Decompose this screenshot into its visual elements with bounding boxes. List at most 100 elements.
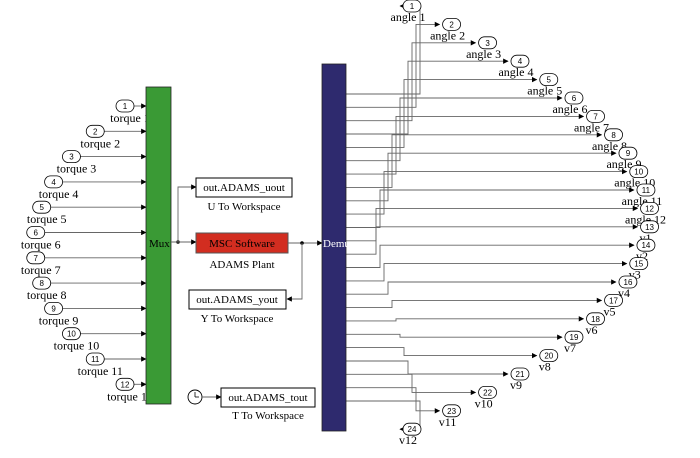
outport-15-number: 15 (634, 260, 643, 269)
output-label: v11 (439, 415, 457, 429)
torque-label: torque 9 (39, 313, 79, 327)
inport-10-number: 10 (67, 330, 76, 339)
outport-11[interactable]: 11 (636, 183, 656, 197)
output-label: angle 3 (466, 47, 501, 61)
output-label: angle 8 (592, 139, 627, 153)
torque-label: torque 10 (54, 339, 100, 353)
inport-3-number: 3 (69, 153, 74, 162)
inport-9-number: 9 (51, 304, 56, 313)
inport-10[interactable]: 10 (62, 327, 81, 341)
u-workspace-caption: U To Workspace (207, 201, 280, 213)
torque-label: torque 6 (21, 238, 61, 252)
outport-10[interactable]: 10 (629, 165, 649, 179)
inport-6-number: 6 (34, 229, 39, 238)
u-workspace-block[interactable] (195, 177, 293, 198)
inport-3[interactable]: 3 (62, 150, 81, 164)
outport-22-number: 22 (483, 388, 492, 397)
adams-plant-caption: ADAMS Plant (209, 259, 274, 271)
inport-4-number: 4 (51, 178, 56, 187)
outport-4[interactable]: 4 (510, 54, 530, 68)
inport-1-number: 1 (123, 102, 128, 111)
inport-5[interactable]: 5 (32, 200, 52, 214)
inport-12-number: 12 (121, 380, 130, 389)
output-label: v10 (475, 396, 493, 410)
outport-16-number: 16 (624, 278, 633, 287)
outport-8-number: 8 (611, 131, 616, 140)
output-label: v7 (564, 341, 576, 355)
outport-20-number: 20 (544, 352, 553, 361)
output-label: v6 (586, 323, 598, 337)
inport-1[interactable]: 1 (115, 99, 135, 113)
u-workspace-text: out.ADAMS_uout (203, 182, 285, 194)
output-label: angle 4 (498, 65, 533, 79)
outport-1[interactable]: 1 (402, 0, 422, 13)
outport-9[interactable]: 9 (618, 146, 638, 160)
outport-23[interactable]: 23 (442, 404, 461, 418)
outport-21[interactable]: 21 (510, 367, 530, 381)
outport-22[interactable]: 22 (478, 385, 497, 399)
outport-5[interactable]: 5 (539, 73, 559, 86)
inport-4[interactable]: 4 (44, 175, 63, 189)
outport-9-number: 9 (626, 149, 631, 158)
outport-14[interactable]: 14 (636, 238, 656, 252)
clock-icon[interactable] (187, 389, 203, 405)
mux-block[interactable] (145, 86, 172, 405)
t-workspace-block[interactable] (220, 387, 316, 408)
inport-8-number: 8 (39, 279, 44, 288)
outport-2[interactable]: 2 (442, 17, 461, 31)
y-workspace-caption: Y To Workspace (201, 313, 274, 325)
inport-11-number: 11 (91, 355, 100, 364)
outport-7[interactable]: 7 (586, 110, 605, 123)
outport-3[interactable]: 3 (478, 36, 497, 50)
output-label: angle 7 (574, 120, 609, 134)
outport-17-number: 17 (609, 296, 618, 305)
y-workspace-text: out.ADAMS_yout (196, 294, 278, 306)
outport-16[interactable]: 16 (618, 275, 638, 289)
outport-18[interactable]: 18 (586, 312, 605, 326)
output-label: angle 6 (552, 102, 587, 116)
torque-label: torque 7 (21, 263, 61, 277)
outport-24[interactable]: 24 (402, 422, 422, 436)
outport-6[interactable]: 6 (564, 91, 584, 105)
outport-5-number: 5 (547, 76, 552, 85)
outport-11-number: 11 (642, 186, 651, 195)
output-label: v5 (604, 304, 616, 318)
inport-7[interactable]: 7 (26, 251, 46, 265)
output-label: angle 5 (527, 84, 562, 98)
outport-2-number: 2 (449, 20, 454, 29)
inport-2[interactable]: 2 (85, 124, 105, 138)
outport-15[interactable]: 15 (629, 257, 649, 271)
inport-11[interactable]: 11 (85, 352, 105, 366)
torque-label: torque 12 (107, 389, 153, 403)
inport-12[interactable]: 12 (115, 377, 135, 391)
y-workspace-block[interactable] (188, 289, 287, 310)
outport-1-number: 1 (410, 2, 415, 11)
outport-3-number: 3 (485, 39, 490, 48)
torque-label: torque 8 (27, 288, 67, 302)
demux-block[interactable] (321, 63, 347, 432)
outport-20[interactable]: 20 (539, 349, 559, 363)
torque-label: torque 11 (78, 364, 123, 378)
torque-label: torque 5 (27, 212, 67, 226)
torque-label: torque 4 (39, 187, 79, 201)
outport-12[interactable]: 12 (640, 201, 659, 215)
outport-19[interactable]: 19 (564, 330, 584, 344)
inport-2-number: 2 (93, 127, 98, 136)
outport-8[interactable]: 8 (604, 128, 623, 142)
t-workspace-caption: T To Workspace (232, 410, 304, 422)
outport-17[interactable]: 17 (604, 293, 623, 307)
outport-12-number: 12 (645, 204, 654, 213)
outport-7-number: 7 (593, 112, 598, 121)
demux-label: Demux (323, 238, 356, 250)
inport-8[interactable]: 8 (32, 276, 52, 290)
outport-13[interactable]: 13 (640, 220, 659, 234)
outport-21-number: 21 (516, 370, 525, 379)
output-label: angle 1 (391, 10, 426, 24)
inport-6[interactable]: 6 (26, 226, 46, 239)
outport-10-number: 10 (634, 168, 643, 177)
adams-plant-text: MSC Software (209, 238, 275, 250)
inport-5-number: 5 (39, 203, 44, 212)
inport-9[interactable]: 9 (44, 301, 63, 315)
torque-label: torque 1 (110, 111, 150, 125)
